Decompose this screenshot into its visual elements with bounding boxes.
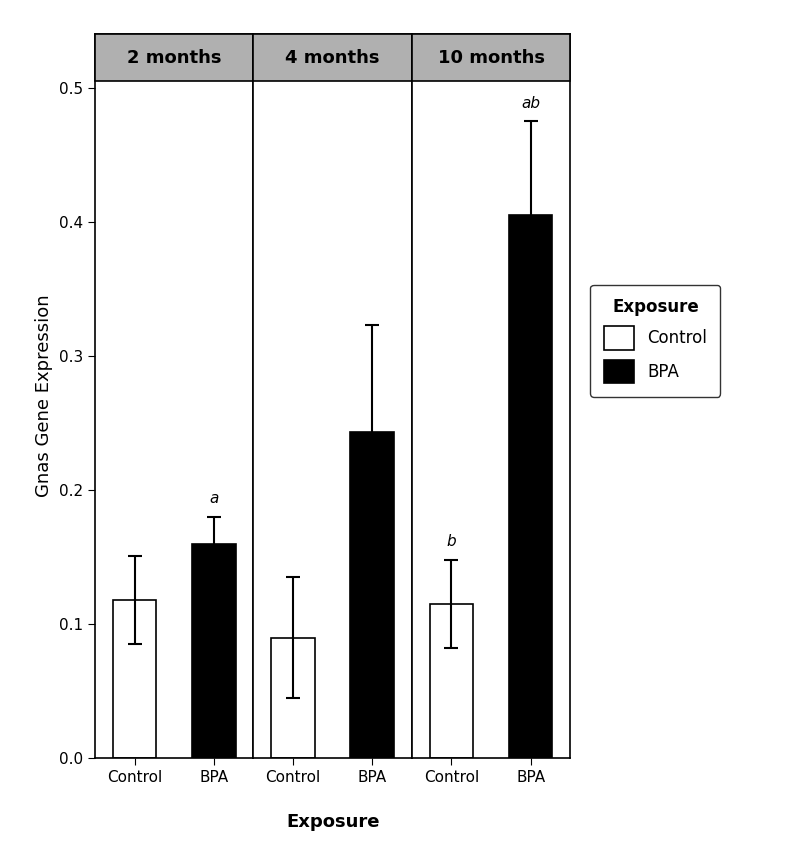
Text: a: a: [209, 491, 219, 506]
Legend: Control, BPA: Control, BPA: [591, 285, 721, 397]
Text: 2 months: 2 months: [127, 49, 222, 66]
Text: 4 months: 4 months: [285, 49, 380, 66]
Text: 10 months: 10 months: [437, 49, 545, 66]
Text: b: b: [447, 534, 456, 549]
Text: Exposure: Exposure: [286, 813, 379, 832]
Bar: [271, 637, 315, 758]
Bar: [192, 544, 236, 758]
Bar: [412, 34, 570, 81]
Y-axis label: Gnas Gene Expression: Gnas Gene Expression: [36, 295, 53, 498]
Bar: [253, 34, 412, 81]
Bar: [430, 604, 474, 758]
Bar: [112, 600, 157, 758]
Text: ab: ab: [521, 95, 540, 111]
Bar: [95, 34, 253, 81]
Bar: [509, 215, 553, 758]
Bar: [351, 433, 394, 758]
